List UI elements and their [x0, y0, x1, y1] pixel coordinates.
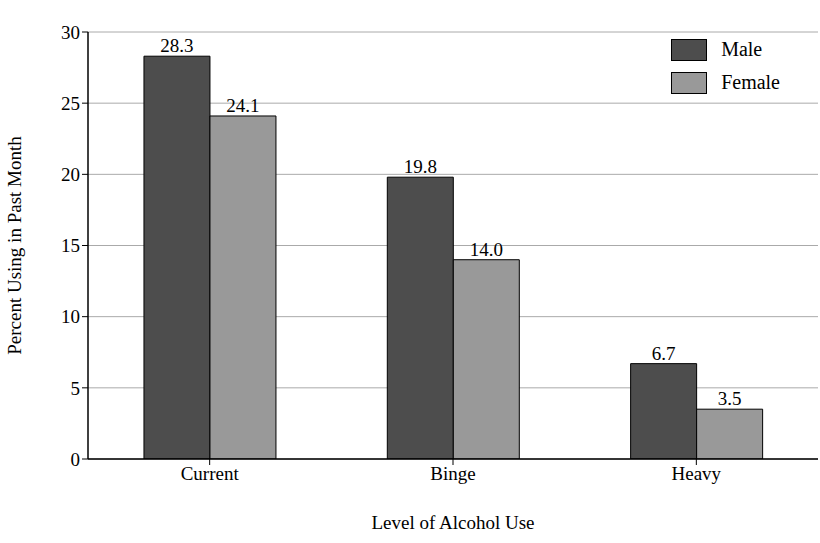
svg-text:Binge: Binge: [430, 463, 475, 484]
svg-text:5: 5: [71, 378, 81, 399]
svg-text:3.5: 3.5: [718, 388, 742, 409]
svg-text:Level of Alcohol Use: Level of Alcohol Use: [371, 512, 534, 533]
svg-text:25: 25: [61, 93, 80, 114]
svg-text:6.7: 6.7: [652, 343, 676, 364]
svg-text:14.0: 14.0: [470, 239, 503, 260]
svg-text:0: 0: [71, 449, 81, 470]
svg-text:15: 15: [61, 235, 80, 256]
svg-text:30: 30: [61, 22, 80, 43]
svg-text:28.3: 28.3: [160, 35, 193, 56]
svg-text:10: 10: [61, 306, 80, 327]
svg-text:19.8: 19.8: [404, 156, 437, 177]
html-text:Male: Male: [721, 38, 763, 60]
svg-text:20: 20: [61, 164, 80, 185]
svg-text:Heavy: Heavy: [672, 463, 722, 484]
svg-text:24.1: 24.1: [226, 95, 259, 116]
svg-text:Percent Using in Past Month: Percent Using in Past Month: [8, 136, 25, 355]
svg-text:Current: Current: [181, 463, 240, 484]
html-text:Female: Female: [721, 71, 780, 93]
